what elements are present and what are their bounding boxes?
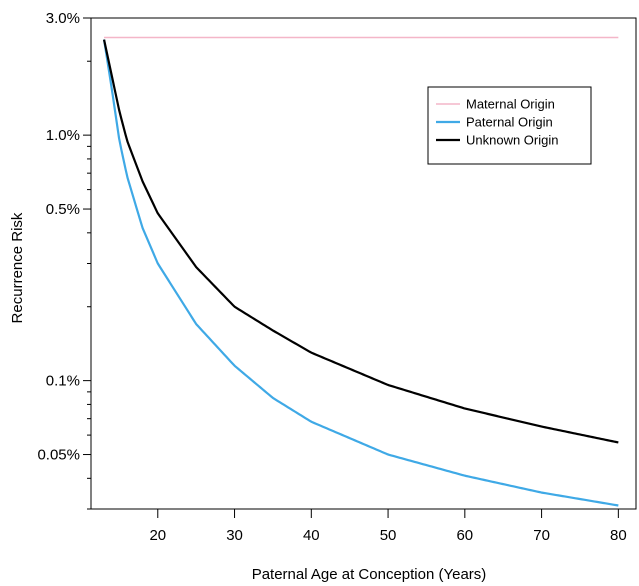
legend-label: Maternal Origin [466,97,555,112]
x-tick-label: 60 [456,527,473,544]
y-tick-label: 0.05% [37,447,80,464]
y-axis-label: Recurrence Risk [9,212,26,323]
series-line-3 [102,39,619,444]
x-tick-label: 30 [226,527,243,544]
legend-box [427,86,592,165]
x-tick-label: 80 [610,527,627,544]
x-axis: 20 30 40 50 60 70 80 [149,509,627,544]
y-tick-label: 1.0% [46,127,80,144]
x-tick-label: 50 [380,527,397,544]
y-axis: 3.0% 1.0% 0.5% 0.1% 0.05% [37,10,91,510]
x-tick-label: 40 [303,527,320,544]
series-layer [102,36,619,507]
x-axis-label: Paternal Age at Conception (Years) [252,566,487,583]
y-tick-label: 0.5% [46,201,80,218]
legend-label: Paternal Origin [466,115,553,130]
x-tick-label: 20 [149,527,166,544]
y-tick-label: 0.1% [46,373,80,390]
series-line-2 [102,39,619,507]
legend-label: Unknown Origin [466,133,559,148]
x-tick-label: 70 [533,527,550,544]
y-tick-label: 3.0% [46,10,80,27]
legend: Maternal Origin Paternal Origin Unknown Or… [427,86,592,165]
